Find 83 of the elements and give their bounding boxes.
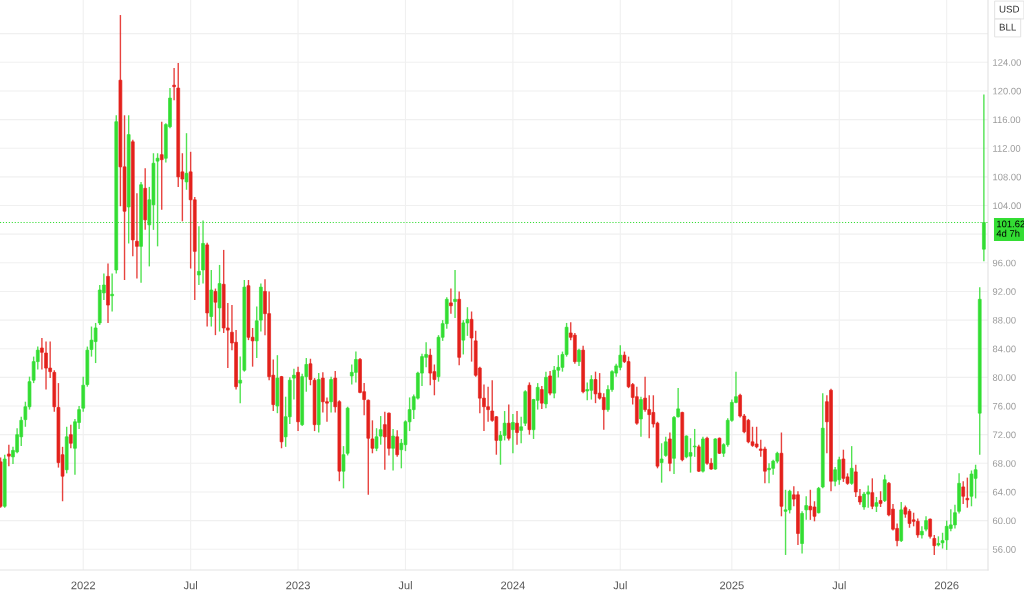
x-tick-label: Jul (183, 581, 197, 590)
candlestick (378, 415, 383, 446)
candlestick (93, 322, 98, 364)
y-tick-label: 76.00 (992, 402, 1016, 410)
candlestick (391, 428, 395, 472)
candlestick (184, 132, 189, 191)
candlestick (383, 411, 387, 471)
y-tick-label: 88.00 (992, 316, 1016, 324)
candlestick (601, 392, 606, 431)
candlestick (502, 410, 507, 442)
ref-line-label: 101.62 4d 7h (996, 220, 1024, 237)
candlestick (552, 365, 556, 399)
candlestick (453, 269, 457, 319)
y-tick-label: 56.00 (992, 546, 1016, 553)
candlestick (44, 340, 48, 391)
candlestick (589, 374, 594, 401)
candlestick (928, 517, 932, 540)
y-tick-label: 68.00 (992, 460, 1016, 467)
candlestick (395, 429, 399, 458)
candlestick (639, 396, 643, 438)
candlestick (961, 480, 966, 505)
candlestick (197, 225, 201, 286)
x-tick-label: 2025 (720, 581, 744, 590)
candlestick (849, 445, 854, 486)
candlestick (548, 370, 552, 396)
y-tick-label: 72.00 (992, 431, 1016, 439)
candlestick (329, 375, 333, 414)
y-tick-label: 104.00 (993, 202, 1021, 210)
candlestick (213, 287, 218, 336)
candlestick (767, 462, 771, 485)
candlestick (428, 348, 433, 386)
candlestick (870, 477, 875, 510)
candlestick (593, 370, 598, 404)
y-tick-label: 84.00 (992, 345, 1016, 353)
candlestick (965, 476, 970, 509)
y-tick-label: 112.00 (993, 145, 1021, 152)
x-tick-label: 2023 (286, 581, 310, 590)
y-tick-label: 60.00 (992, 517, 1016, 525)
candlestick (763, 446, 767, 485)
candlestick (787, 489, 792, 515)
x-tick-label: Jul (398, 581, 412, 590)
candlestick (663, 436, 668, 458)
x-tick-label: 2026 (934, 581, 959, 590)
y-tick-label: 108.00 (993, 173, 1021, 181)
candlestick (973, 464, 978, 500)
candlestick (783, 489, 788, 556)
candlestick (461, 319, 466, 356)
candlestick (540, 385, 544, 410)
x-tick-label: 2024 (501, 581, 525, 590)
candlestick (804, 495, 809, 521)
candlestick (746, 418, 751, 444)
candlestick (808, 489, 813, 521)
candlestick (7, 443, 11, 467)
candlestick (882, 474, 887, 503)
x-tick-label: Jul (832, 581, 846, 590)
candlestick (354, 350, 358, 384)
candlestick (159, 121, 164, 211)
candlestick (907, 508, 912, 529)
candlestick (659, 442, 664, 484)
candlestick (837, 456, 842, 486)
candlestick (692, 428, 697, 458)
candlestick (69, 423, 73, 449)
y-tick-label: 120.00 (993, 87, 1021, 95)
candlestick (932, 534, 937, 556)
candlestick (515, 410, 519, 446)
y-tick-label: 124.00 (993, 59, 1021, 66)
y-tick-label: 96.00 (992, 259, 1016, 267)
candlestick (643, 375, 647, 413)
y-tick-label: 64.00 (992, 488, 1016, 496)
y-axis-title: USD BLL (999, 5, 1020, 31)
x-tick-label: 2022 (71, 581, 96, 590)
candlestick (866, 484, 870, 509)
y-tick-label: 92.00 (992, 288, 1016, 295)
x-tick-label: Jul (613, 581, 627, 590)
candlestick (110, 272, 114, 313)
candlestick (969, 469, 974, 507)
candlestick (506, 403, 511, 442)
candlestick (915, 517, 920, 539)
y-tick-label: 80.00 (992, 374, 1016, 381)
y-tick-label: 116.00 (993, 116, 1021, 124)
candlestick (841, 449, 846, 483)
candlestick (511, 413, 515, 454)
candlestick (449, 287, 453, 315)
